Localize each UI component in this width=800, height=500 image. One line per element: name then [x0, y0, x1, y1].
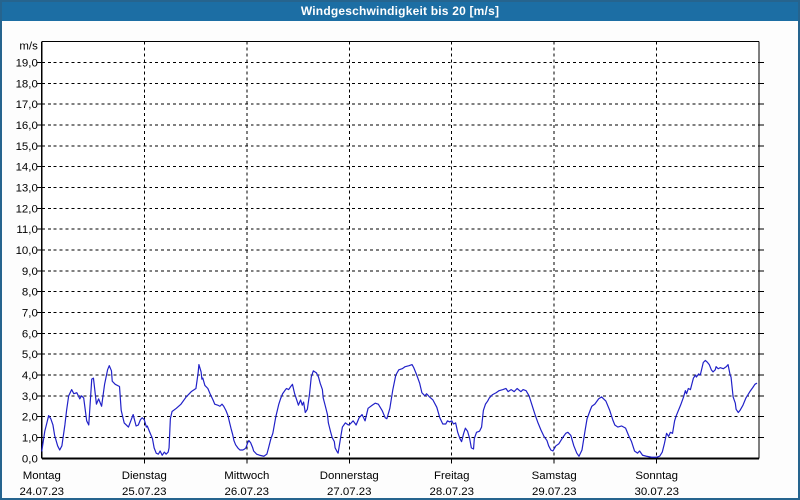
x-axis-day-label: Sonntag — [635, 470, 678, 482]
x-axis-day-label: Donnerstag — [320, 470, 379, 482]
y-axis-tick-label: 10,0 — [16, 245, 38, 257]
y-axis-tick-label: 1,0 — [22, 432, 38, 444]
x-axis-date-label: 30.07.23 — [634, 486, 678, 498]
y-axis-unit-label: m/s — [19, 41, 38, 53]
y-axis-tick-label: 18,0 — [16, 78, 38, 90]
y-axis-tick-label: 7,0 — [22, 307, 38, 319]
chart-title-bar: Windgeschwindigkeit bis 20 [m/s] — [2, 2, 798, 21]
y-axis-tick-label: 6,0 — [22, 328, 38, 340]
y-axis-tick-label: 16,0 — [16, 120, 38, 132]
chart-title: Windgeschwindigkeit bis 20 [m/s] — [300, 4, 500, 18]
x-axis-day-label: Montag — [23, 470, 61, 482]
x-axis-date-label: 26.07.23 — [225, 486, 269, 498]
y-axis-tick-label: 17,0 — [16, 99, 38, 111]
y-axis-tick-label: 0,0 — [22, 453, 38, 465]
y-axis-tick-label: 9,0 — [22, 266, 38, 278]
y-axis-tick-label: 19,0 — [16, 57, 38, 69]
x-axis-day-label: Mittwoch — [224, 470, 269, 482]
y-axis-tick-label: 2,0 — [22, 412, 38, 424]
x-axis-date-label: 29.07.23 — [532, 486, 576, 498]
y-axis-tick-label: 4,0 — [22, 370, 38, 382]
y-axis-tick-label: 12,0 — [16, 203, 38, 215]
x-axis-day-label: Freitag — [434, 470, 470, 482]
x-axis-date-label: 27.07.23 — [327, 486, 371, 498]
y-axis-tick-label: 8,0 — [22, 287, 38, 299]
x-axis-date-label: 24.07.23 — [20, 486, 64, 498]
y-axis-tick-label: 14,0 — [16, 162, 38, 174]
x-axis-date-label: 28.07.23 — [430, 486, 474, 498]
x-axis-day-label: Dienstag — [122, 470, 167, 482]
x-axis-day-label: Samstag — [532, 470, 577, 482]
wind-speed-line — [41, 359, 758, 458]
y-axis-tick-label: 15,0 — [16, 141, 38, 153]
y-axis-tick-label: 5,0 — [22, 349, 38, 361]
y-axis-tick-label: 3,0 — [22, 391, 38, 403]
x-axis-date-label: 25.07.23 — [122, 486, 166, 498]
grid-layer — [36, 41, 765, 464]
y-axis-tick-label: 11,0 — [16, 224, 37, 236]
y-axis-tick-label: 13,0 — [16, 182, 38, 194]
